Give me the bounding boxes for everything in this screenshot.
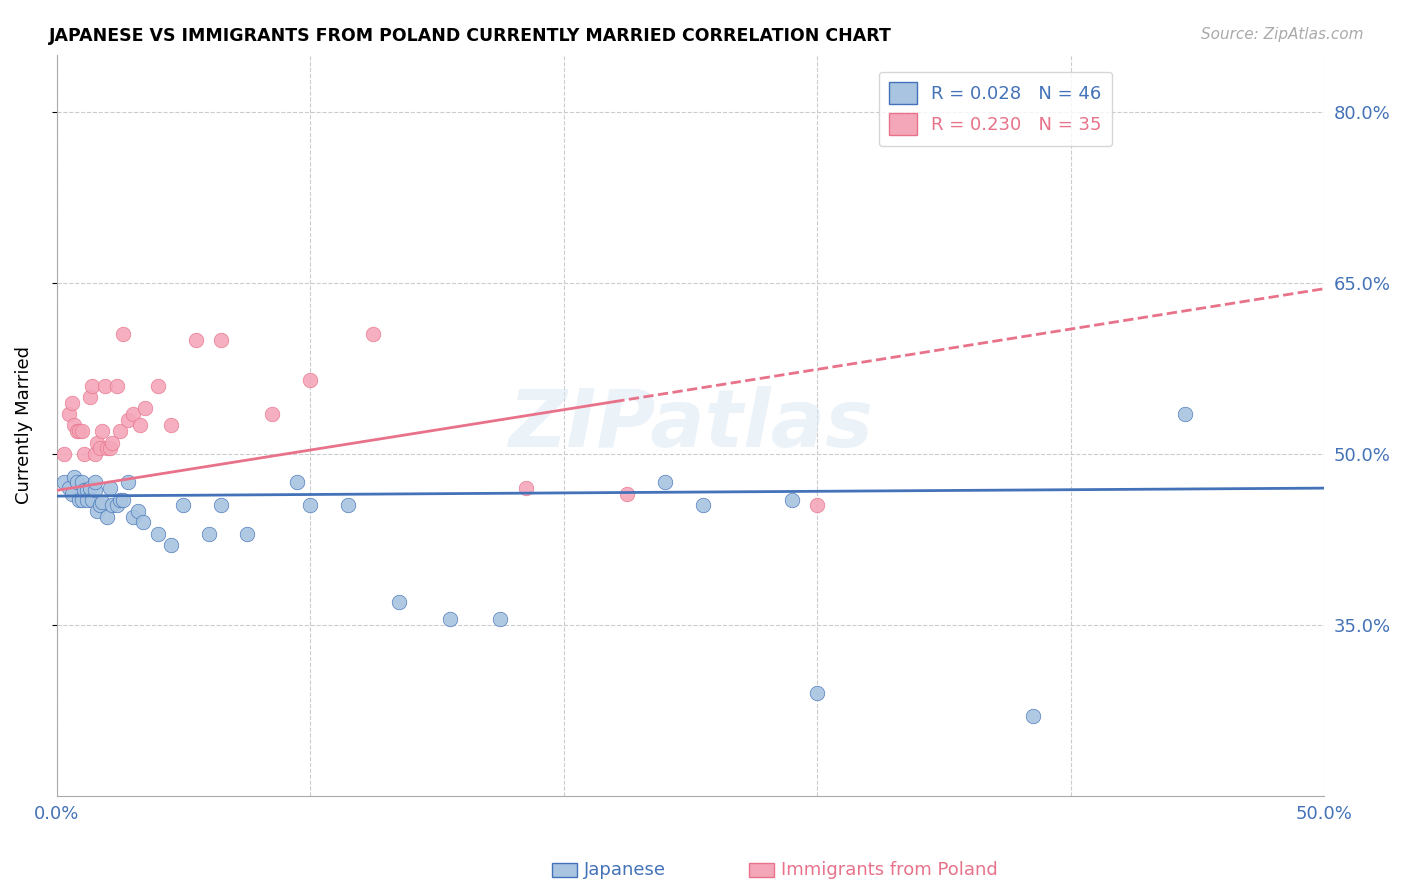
Point xyxy=(616,487,638,501)
Point xyxy=(82,378,104,392)
Point xyxy=(692,498,714,512)
Point xyxy=(146,526,169,541)
Point xyxy=(58,407,80,421)
Point xyxy=(89,498,111,512)
Point xyxy=(83,483,105,498)
Point xyxy=(806,686,828,700)
Point xyxy=(107,498,129,512)
Point xyxy=(299,498,322,512)
Point xyxy=(134,401,156,416)
Point xyxy=(299,373,322,387)
Point xyxy=(53,447,76,461)
Point xyxy=(209,333,232,347)
Point xyxy=(780,492,803,507)
Point xyxy=(117,413,139,427)
Y-axis label: Currently Married: Currently Married xyxy=(15,346,32,505)
Point xyxy=(172,498,194,512)
Point xyxy=(117,475,139,490)
Point xyxy=(94,378,117,392)
Point xyxy=(82,492,104,507)
Point xyxy=(101,498,124,512)
Point xyxy=(108,424,131,438)
Point xyxy=(86,435,108,450)
Point xyxy=(101,435,124,450)
Point xyxy=(79,481,101,495)
Point xyxy=(91,424,114,438)
Point xyxy=(184,333,207,347)
Point xyxy=(107,378,129,392)
Point xyxy=(111,327,134,342)
Point xyxy=(73,447,96,461)
Point xyxy=(121,407,143,421)
Point xyxy=(515,481,537,495)
Point xyxy=(108,492,131,507)
Point xyxy=(96,509,118,524)
Point xyxy=(98,442,121,456)
Point xyxy=(439,612,461,626)
Point xyxy=(197,526,219,541)
Text: ZIPatlas: ZIPatlas xyxy=(508,386,873,465)
Point xyxy=(1174,407,1197,421)
Point xyxy=(86,504,108,518)
Point xyxy=(66,424,89,438)
Point xyxy=(53,475,76,490)
Point xyxy=(66,475,89,490)
Point xyxy=(58,481,80,495)
Point xyxy=(806,498,828,512)
Point xyxy=(1021,709,1043,723)
Point xyxy=(235,526,257,541)
Point xyxy=(83,447,105,461)
Point xyxy=(159,418,181,433)
Point xyxy=(70,492,93,507)
Point xyxy=(146,378,169,392)
Point xyxy=(209,498,232,512)
Point xyxy=(60,395,83,409)
Point xyxy=(70,475,93,490)
Point xyxy=(96,442,118,456)
Point xyxy=(363,327,385,342)
Point xyxy=(63,418,86,433)
Legend: R = 0.028   N = 46, R = 0.230   N = 35: R = 0.028 N = 46, R = 0.230 N = 35 xyxy=(879,71,1112,146)
Point xyxy=(89,442,111,456)
Point xyxy=(489,612,512,626)
Point xyxy=(127,504,149,518)
Point xyxy=(79,390,101,404)
Point xyxy=(67,424,90,438)
Text: Immigrants from Poland: Immigrants from Poland xyxy=(782,861,998,879)
Point xyxy=(67,492,90,507)
Point xyxy=(159,538,181,552)
Text: Japanese: Japanese xyxy=(585,861,666,879)
Text: Source: ZipAtlas.com: Source: ZipAtlas.com xyxy=(1201,27,1364,42)
Point xyxy=(111,492,134,507)
Point xyxy=(60,487,83,501)
Point xyxy=(63,469,86,483)
Point xyxy=(129,418,152,433)
Point xyxy=(73,483,96,498)
Point xyxy=(76,492,98,507)
Point xyxy=(287,475,309,490)
Point xyxy=(121,509,143,524)
Point xyxy=(98,481,121,495)
Text: JAPANESE VS IMMIGRANTS FROM POLAND CURRENTLY MARRIED CORRELATION CHART: JAPANESE VS IMMIGRANTS FROM POLAND CURRE… xyxy=(49,27,891,45)
Point xyxy=(91,495,114,509)
Point xyxy=(654,475,676,490)
Point xyxy=(388,595,411,609)
Point xyxy=(337,498,360,512)
Point xyxy=(132,516,155,530)
Point xyxy=(70,424,93,438)
Point xyxy=(262,407,284,421)
Point xyxy=(83,475,105,490)
Point xyxy=(76,483,98,498)
